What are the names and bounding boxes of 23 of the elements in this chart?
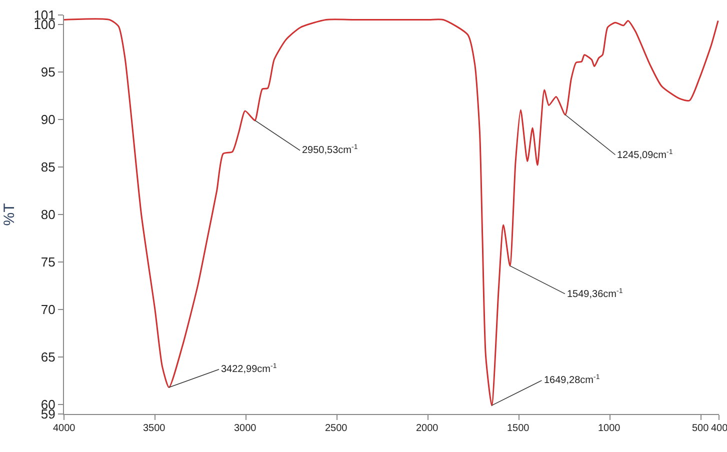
- x-tick-label: 4000: [53, 423, 76, 434]
- x-tick-label: 3500: [143, 423, 166, 434]
- line-series: [64, 18, 719, 406]
- annotation: 3422,99cm$^{-1}$: [221, 363, 277, 376]
- y-tick-label: 65: [40, 350, 56, 365]
- x-tick-label: 2500: [325, 423, 348, 434]
- x-tick-label: 500: [692, 423, 710, 434]
- annotation: 1649,28cm$^{-1}$: [544, 374, 600, 386]
- annotation: 1549,36cm$^{-1}$: [567, 288, 623, 300]
- y-tick-label: 90: [40, 112, 56, 128]
- x-tick-label: 400: [711, 423, 727, 434]
- x-tick-label: 2000: [416, 423, 439, 434]
- y-tick-label: 80: [40, 207, 56, 222]
- annotation: 1245,09cm$^{-1}$: [617, 149, 673, 162]
- y-tick-label: 75: [40, 254, 56, 270]
- y-tick-label: 70: [40, 302, 56, 318]
- y-tick-label: 85: [40, 160, 56, 175]
- y-tick-label: 95: [40, 64, 56, 80]
- x-tick-label: 1000: [598, 423, 621, 434]
- x-tick-label: 1500: [507, 423, 530, 434]
- annotation: 2950,53cm$^{-1}$: [302, 144, 358, 156]
- x-tick-label: 3000: [234, 423, 257, 434]
- y-axis-title: %T: [0, 203, 18, 226]
